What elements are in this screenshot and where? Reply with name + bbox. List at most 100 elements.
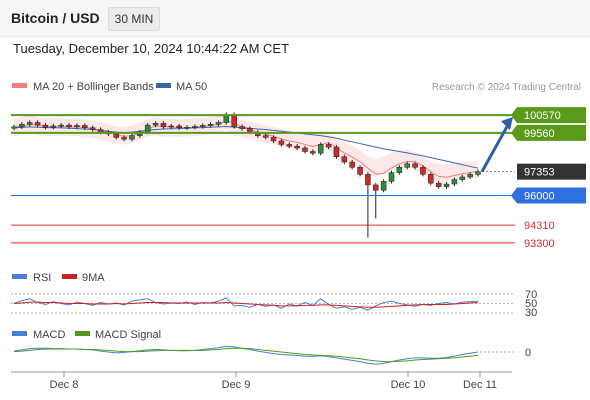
candle-body: [168, 125, 175, 128]
candle-body: [89, 127, 96, 130]
candle-body: [66, 124, 72, 128]
legend-macd-signal-swatch: [75, 331, 90, 336]
rsi-series-1: [13, 301, 479, 308]
macd-series-1: [13, 347, 479, 363]
candle-body: [58, 124, 64, 127]
candle-body: [176, 125, 182, 128]
candle-body: [467, 174, 473, 178]
candle-body: [215, 122, 222, 125]
rsi-tick-70: 70: [525, 289, 537, 301]
level-badge-96000: [511, 187, 586, 204]
candle-body: [428, 174, 434, 184]
candle-body: [19, 123, 25, 128]
level-badge-100570: [511, 107, 586, 124]
level-label-93300: 93300: [524, 238, 555, 250]
candle-body: [302, 147, 308, 152]
interval-button[interactable]: 30 MIN: [108, 7, 160, 31]
candle-body: [50, 125, 57, 128]
level-badge-99560: [511, 124, 586, 141]
candle-body: [357, 167, 363, 175]
x-tick-label: Dec 9: [222, 379, 251, 391]
candle-body: [231, 114, 237, 127]
level-label-99560: 99560: [524, 128, 555, 140]
candle-body: [341, 156, 348, 163]
candle-body: [239, 126, 245, 129]
candle-body: [451, 179, 458, 185]
candle-body: [26, 122, 33, 125]
price-panel: [11, 111, 481, 238]
candle-body: [82, 125, 88, 128]
rsi-tick-30: 30: [525, 307, 537, 319]
credit-text: Research © 2024 Trading Central: [432, 82, 581, 93]
timestamp: Tuesday, December 10, 2024 10:44:22 AM C…: [13, 41, 290, 56]
price-levels: 100570 99560 97353 96000 94310 93300: [11, 107, 586, 250]
candle-body: [113, 133, 119, 138]
candle-body: [192, 126, 198, 128]
x-tick-label: Dec 11: [463, 379, 497, 391]
candle-body: [435, 182, 442, 187]
candle-body: [459, 176, 466, 180]
macd-tick-0: 0: [525, 347, 531, 359]
candle-body: [286, 144, 293, 147]
candle-body: [74, 125, 80, 128]
macd-panel: [13, 345, 515, 365]
candle-body: [317, 144, 324, 154]
legend-macd: MACD: [33, 329, 65, 341]
candle-body: [443, 183, 450, 187]
level-label-100570: 100570: [524, 110, 561, 122]
legend-ma50-swatch: [156, 83, 171, 88]
current-price-badge: [517, 163, 586, 180]
candle-body: [121, 137, 127, 140]
candle-body: [365, 174, 371, 186]
candle-body: [278, 140, 285, 145]
chart-title: Bitcoin / USD: [11, 10, 100, 26]
level-label-96000: 96000: [524, 190, 555, 202]
bollinger-band: [14, 111, 478, 182]
x-tick-label: Dec 10: [391, 379, 426, 391]
legend-macd-signal: MACD Signal: [95, 329, 161, 341]
candle-body: [199, 125, 206, 127]
level-label-94310: 94310: [524, 220, 555, 232]
candle-body: [388, 172, 395, 182]
candle-body: [34, 122, 41, 126]
x-axis: Dec 8 Dec 9 Dec 10 Dec 11: [50, 372, 497, 391]
candle-body: [325, 144, 332, 148]
rsi-tick-50: 50: [525, 298, 537, 310]
candle-body: [294, 145, 300, 149]
candle-body: [349, 161, 355, 168]
projection-arrow-head: [501, 117, 513, 131]
legend-bollinger-swatch: [12, 83, 27, 88]
legend-ma50: MA 50: [176, 81, 207, 93]
legend-macd-swatch: [12, 331, 27, 336]
candle-body: [412, 163, 418, 168]
candle-body: [184, 126, 190, 129]
candle-body: [207, 123, 214, 126]
candle-body: [97, 129, 104, 133]
legend-rsi-swatch: [12, 274, 27, 279]
current-price-label: 97353: [524, 167, 555, 179]
candle-body: [160, 123, 167, 128]
candle-body: [247, 128, 253, 133]
candle-body: [373, 184, 379, 191]
candle-body: [396, 167, 403, 173]
x-tick-label: Dec 8: [50, 379, 79, 391]
legend-rsi-9ma: 9MA: [82, 272, 105, 284]
candle-body: [380, 181, 387, 191]
candle-body: [152, 123, 159, 126]
rsi-panel: [11, 293, 515, 314]
candle-body: [144, 124, 151, 133]
projection-arrow-line: [480, 122, 511, 173]
legend-rsi-9ma-swatch: [62, 274, 77, 279]
candle-body: [42, 124, 49, 128]
candle-body: [310, 151, 316, 154]
legend-bollinger: MA 20 + Bollinger Bands: [33, 81, 154, 93]
candle-body: [262, 135, 269, 138]
candle-body: [11, 126, 17, 129]
candle-body: [404, 163, 410, 168]
header-bar: [0, 0, 590, 37]
rsi-series-0: [13, 297, 479, 311]
candle-body: [129, 135, 135, 140]
candle-body: [270, 137, 277, 142]
candle-body: [333, 146, 340, 158]
